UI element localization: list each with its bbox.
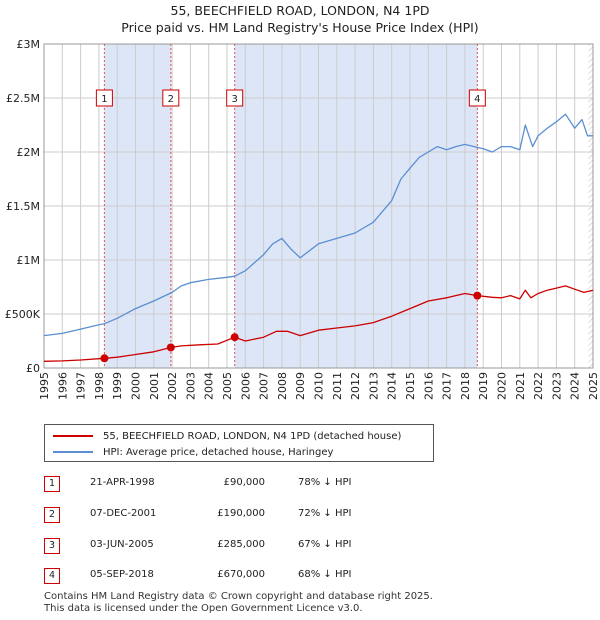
- legend: 55, BEECHFIELD ROAD, LONDON, N4 1PD (det…: [44, 424, 434, 462]
- sale-marker-label: 1: [101, 94, 107, 105]
- x-tick-label: 2023: [550, 372, 563, 400]
- transaction-row: 3 03-JUN-2005 £285,000 67% ↓ HPI: [0, 536, 600, 558]
- x-tick-label: 2003: [184, 372, 197, 400]
- sale-marker-label: 2: [168, 94, 174, 105]
- legend-label-property: 55, BEECHFIELD ROAD, LONDON, N4 1PD (det…: [103, 430, 402, 442]
- transaction-number: 4: [44, 568, 60, 584]
- transaction-date: 21-APR-1998: [90, 477, 155, 488]
- legend-swatch-property: [53, 435, 93, 437]
- x-tick-label: 2004: [203, 372, 216, 400]
- y-tick-label: £3M: [17, 38, 41, 51]
- transaction-number: 3: [44, 538, 60, 554]
- x-tick-label: 2007: [258, 372, 271, 400]
- sale-marker-box: [95, 89, 113, 107]
- legend-swatch-hpi: [53, 451, 93, 453]
- x-tick-label: 1998: [93, 372, 106, 400]
- x-tick-label: 2000: [130, 372, 143, 400]
- transaction-row: 4 05-SEP-2018 £670,000 68% ↓ HPI: [0, 566, 600, 588]
- x-tick-label: 2015: [404, 372, 417, 400]
- x-tick-label: 2012: [349, 372, 362, 400]
- x-tick-label: 2008: [276, 372, 289, 400]
- transaction-price: £285,000: [217, 539, 265, 550]
- transaction-price: £190,000: [217, 508, 265, 519]
- x-tick-label: 1995: [38, 372, 51, 400]
- sale-marker-box: [226, 89, 244, 107]
- sale-point: [166, 343, 175, 352]
- price-chart: £0 £500K £1M £1.5M £2M £2.5M £3M 1995 1996 1997 19…: [5, 38, 600, 400]
- x-tick-label: 2013: [367, 372, 380, 400]
- legend-item-hpi: HPI: Average price, detached house, Hari…: [53, 444, 333, 460]
- x-tick-label: 2005: [221, 372, 234, 400]
- transaction-date: 05-SEP-2018: [90, 569, 154, 580]
- y-tick-label: £2M: [17, 146, 41, 159]
- y-tick-label: £1.5M: [6, 200, 40, 213]
- x-tick-label: 1997: [75, 372, 88, 400]
- sale-marker-label: 3: [231, 94, 237, 105]
- sale-point: [100, 354, 109, 363]
- transaction-hpi: 72% ↓ HPI: [298, 508, 352, 519]
- sale-point: [230, 333, 239, 342]
- chart-title: 55, BEECHFIELD ROAD, LONDON, N4 1PD: [170, 3, 430, 18]
- plot-border: [43, 43, 594, 369]
- sale-marker-label: 4: [474, 94, 480, 105]
- transaction-hpi: 67% ↓ HPI: [298, 539, 352, 550]
- transaction-hpi: 68% ↓ HPI: [298, 569, 352, 580]
- y-tick-label: £500K: [5, 308, 41, 321]
- transaction-number: 1: [44, 476, 60, 492]
- y-tick-label: £2.5M: [6, 92, 40, 105]
- x-tick-label: 2006: [239, 372, 252, 400]
- x-tick-label: 2010: [313, 372, 326, 400]
- transaction-row: 1 21-APR-1998 £90,000 78% ↓ HPI: [0, 474, 600, 496]
- y-tick-label: £0: [26, 362, 40, 375]
- sale-marker-box: [468, 89, 486, 107]
- x-tick-label: 2019: [477, 372, 490, 400]
- transaction-number: 2: [44, 507, 60, 523]
- transaction-date: 07-DEC-2001: [90, 508, 157, 519]
- x-tick-label: 1996: [56, 372, 69, 400]
- x-tick-label: 2025: [587, 372, 600, 400]
- x-tick-label: 2016: [422, 372, 435, 400]
- transaction-hpi: 78% ↓ HPI: [298, 477, 352, 488]
- transaction-price: £90,000: [223, 477, 265, 488]
- x-tick-label: 1999: [111, 372, 124, 400]
- legend-label-hpi: HPI: Average price, detached house, Hari…: [103, 446, 334, 458]
- x-tick-label: 2020: [496, 372, 509, 400]
- y-tick-label: £1M: [17, 254, 41, 267]
- x-tick-label: 2002: [166, 372, 179, 400]
- x-tick-label: 2017: [441, 372, 454, 400]
- transaction-date: 03-JUN-2005: [90, 539, 154, 550]
- transaction-row: 2 07-DEC-2001 £190,000 72% ↓ HPI: [0, 505, 600, 527]
- hpi-line: [43, 113, 593, 337]
- x-tick-label: 2024: [569, 372, 582, 400]
- sale-marker-box: [162, 89, 180, 107]
- sale-point: [473, 291, 482, 300]
- footer-copyright: Contains HM Land Registry data © Crown c…: [44, 591, 433, 602]
- property-price-line: [43, 285, 594, 362]
- x-tick-label: 2022: [532, 372, 545, 400]
- x-tick-label: 2011: [331, 372, 344, 400]
- transaction-price: £670,000: [217, 569, 265, 580]
- x-tick-label: 2009: [294, 372, 307, 400]
- x-tick-label: 2021: [514, 372, 527, 400]
- chart-subtitle: Price paid vs. HM Land Registry's House …: [121, 20, 479, 35]
- x-tick-label: 2014: [386, 372, 399, 400]
- x-tick-label: 2001: [148, 372, 161, 400]
- legend-item-property: 55, BEECHFIELD ROAD, LONDON, N4 1PD (det…: [53, 428, 401, 444]
- footer-licence: This data is licensed under the Open Gov…: [44, 603, 363, 614]
- x-tick-label: 2018: [459, 372, 472, 400]
